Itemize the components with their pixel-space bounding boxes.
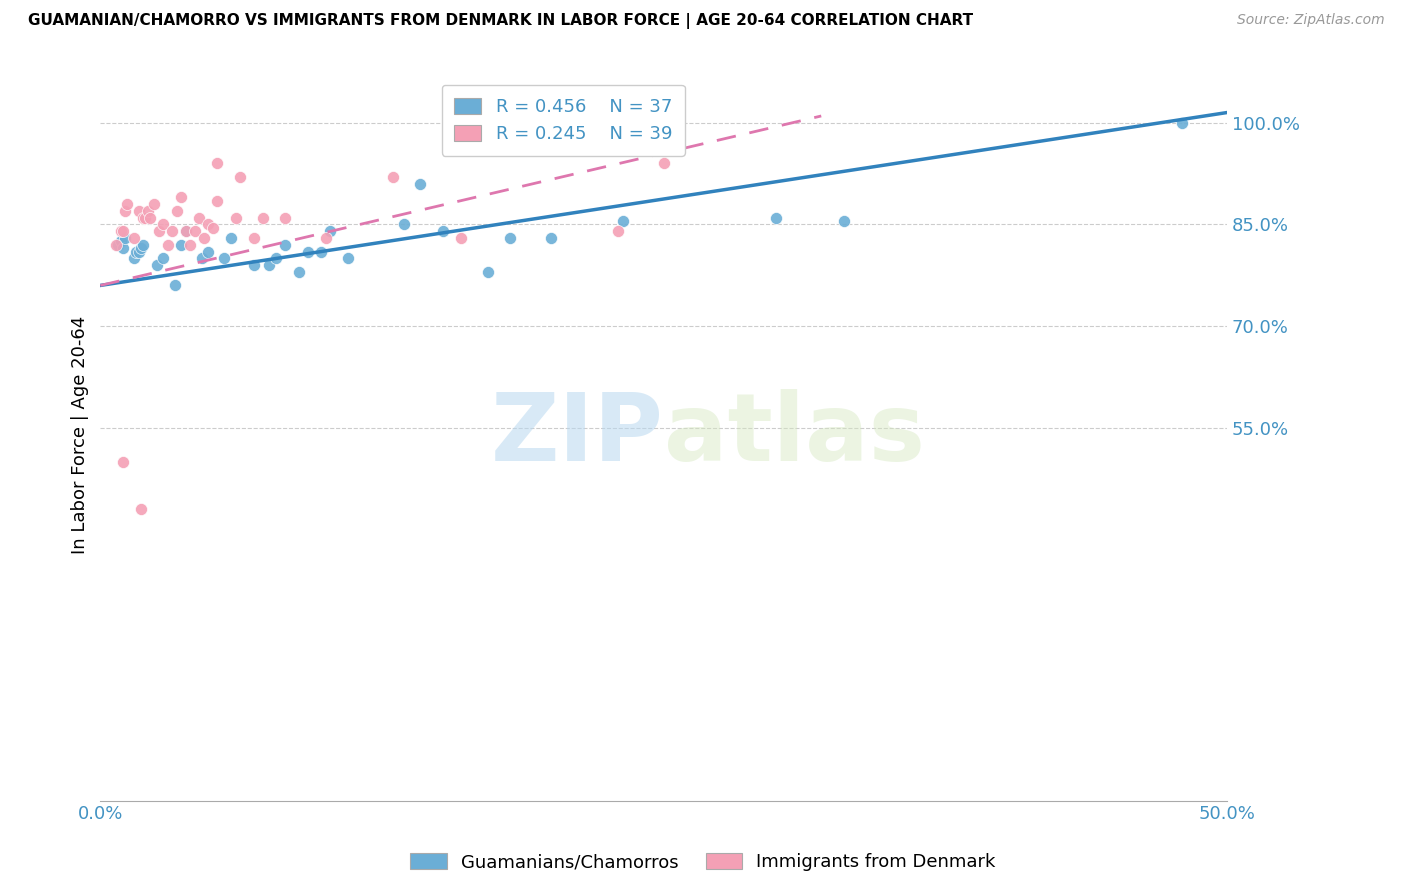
Point <box>229 169 252 184</box>
Legend: R = 0.456    N = 37, R = 0.245    N = 39: R = 0.456 N = 37, R = 0.245 N = 39 <box>441 85 685 156</box>
Point <box>197 218 219 232</box>
Point <box>114 203 136 218</box>
Point <box>264 252 287 266</box>
Point <box>337 252 360 266</box>
Point <box>540 231 562 245</box>
Point <box>207 194 229 208</box>
Point <box>132 237 155 252</box>
Point <box>111 224 134 238</box>
Point <box>143 197 166 211</box>
Text: GUAMANIAN/CHAMORRO VS IMMIGRANTS FROM DENMARK IN LABOR FORCE | AGE 20-64 CORRELA: GUAMANIAN/CHAMORRO VS IMMIGRANTS FROM DE… <box>28 13 973 29</box>
Point <box>190 252 212 266</box>
Point <box>207 156 229 170</box>
Point <box>259 258 281 272</box>
Point <box>114 231 136 245</box>
Point <box>382 169 405 184</box>
Point <box>193 231 215 245</box>
Point <box>477 265 499 279</box>
Point <box>765 211 787 225</box>
Text: ZIP: ZIP <box>491 389 664 481</box>
Point <box>315 231 337 245</box>
Point <box>287 265 309 279</box>
Text: Source: ZipAtlas.com: Source: ZipAtlas.com <box>1237 13 1385 28</box>
Point <box>179 237 201 252</box>
Point <box>132 211 155 225</box>
Point <box>242 231 264 245</box>
Point <box>111 455 134 469</box>
Point <box>1170 116 1192 130</box>
Point <box>174 224 197 238</box>
Point <box>652 156 675 170</box>
Point <box>197 244 219 259</box>
Point <box>832 214 855 228</box>
Y-axis label: In Labor Force | Age 20-64: In Labor Force | Age 20-64 <box>72 316 89 554</box>
Point <box>152 218 174 232</box>
Text: atlas: atlas <box>664 389 925 481</box>
Point <box>607 224 630 238</box>
Point <box>188 211 211 225</box>
Point <box>450 231 472 245</box>
Point <box>252 211 274 225</box>
Point <box>163 278 186 293</box>
Point <box>432 224 454 238</box>
Point <box>166 203 188 218</box>
Point <box>170 190 193 204</box>
Point <box>274 237 297 252</box>
Point <box>156 237 179 252</box>
Point <box>117 197 139 211</box>
Point <box>319 224 342 238</box>
Point <box>170 237 193 252</box>
Point <box>145 258 167 272</box>
Point <box>152 252 174 266</box>
Point <box>107 237 129 252</box>
Point <box>409 177 432 191</box>
Point <box>297 244 319 259</box>
Point <box>111 241 134 255</box>
Point <box>136 203 159 218</box>
Point <box>105 237 128 252</box>
Point <box>394 218 416 232</box>
Point <box>174 224 197 238</box>
Point <box>274 211 297 225</box>
Point <box>309 244 332 259</box>
Point <box>110 235 132 249</box>
Point <box>184 224 207 238</box>
Point <box>125 244 148 259</box>
Point <box>225 211 247 225</box>
Point <box>148 224 170 238</box>
Point <box>242 258 264 272</box>
Legend: Guamanians/Chamorros, Immigrants from Denmark: Guamanians/Chamorros, Immigrants from De… <box>404 846 1002 879</box>
Point <box>129 502 152 516</box>
Point <box>201 220 224 235</box>
Point <box>499 231 522 245</box>
Point <box>212 252 235 266</box>
Point <box>139 211 162 225</box>
Point <box>110 224 132 238</box>
Point <box>134 211 156 225</box>
Point <box>162 224 184 238</box>
Point <box>128 203 150 218</box>
Point <box>219 231 242 245</box>
Point <box>612 214 634 228</box>
Point <box>122 252 145 266</box>
Point <box>128 244 150 259</box>
Point <box>129 241 152 255</box>
Point <box>122 231 145 245</box>
